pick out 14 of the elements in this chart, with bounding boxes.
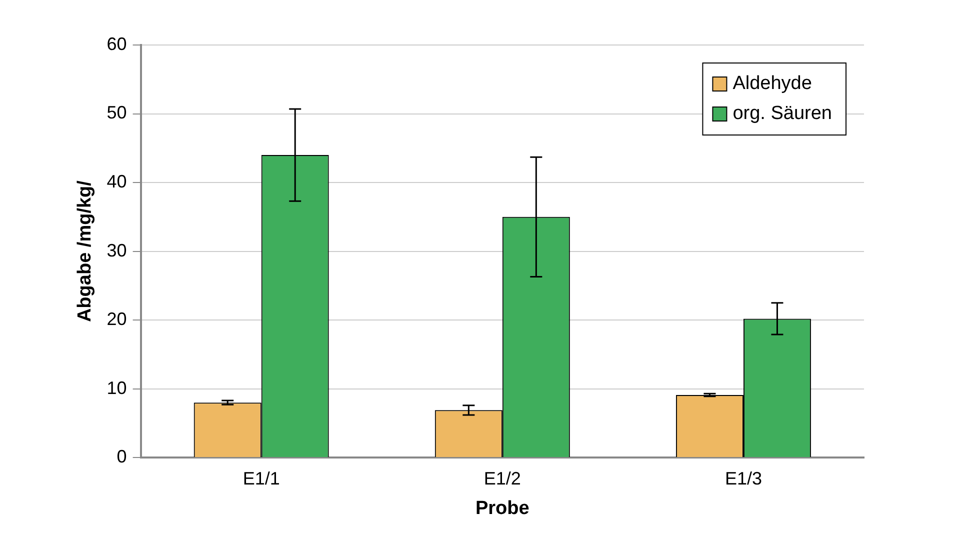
y-tick-label: 20 [106, 309, 127, 330]
x-axis-title: Probe [475, 498, 530, 519]
y-tick-label: 10 [106, 378, 127, 398]
y-tick-label: 60 [106, 34, 127, 54]
legend-label: Aldehyde [732, 73, 812, 94]
x-tick-label: E1/2 [484, 468, 521, 488]
x-tick-label: E1/1 [242, 468, 280, 488]
y-axis-title: Abgabe /mg/kg/ [74, 180, 96, 322]
y-tick-label: 30 [106, 240, 127, 260]
y-tick-label: 50 [106, 102, 127, 123]
legend-label: org. Säuren [732, 103, 832, 124]
x-tick-label: E1/3 [724, 468, 762, 488]
y-tick-label: 0 [116, 446, 127, 467]
y-tick-label: 40 [106, 172, 127, 192]
